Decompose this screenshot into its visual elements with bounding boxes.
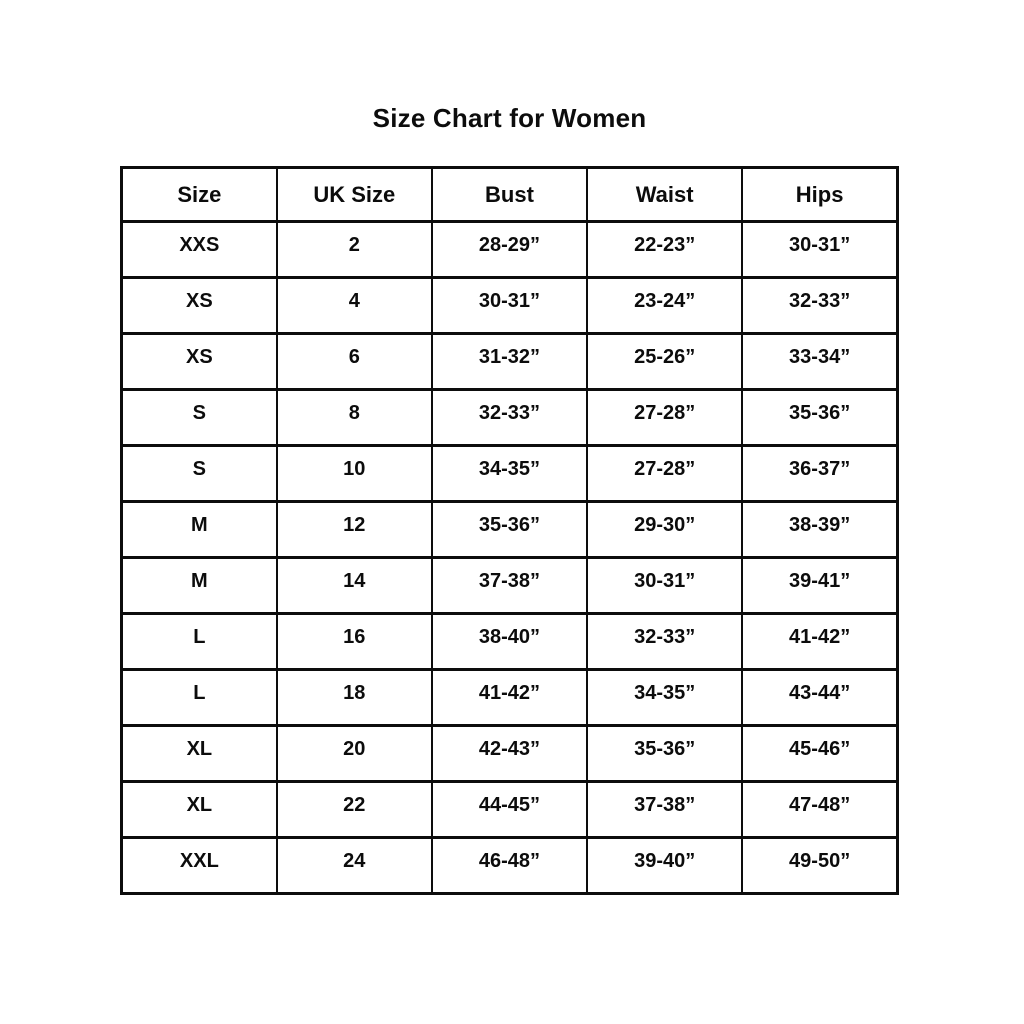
column-header: Hips (741, 166, 899, 223)
table-row: S 10 34-35” 27-28” 36-37” (120, 444, 899, 503)
table-row: XS 4 30-31” 23-24” 32-33” (120, 276, 899, 335)
column-header: Waist (586, 166, 744, 223)
table-cell: 44-45” (430, 780, 589, 839)
table-cell: 31-32” (430, 332, 589, 391)
table-cell: 32-33” (741, 276, 899, 335)
column-header: Bust (430, 166, 589, 223)
table-cell: 38-40” (430, 612, 589, 671)
table-cell: 22-23” (586, 220, 744, 279)
table-cell: 41-42” (430, 668, 589, 727)
header-row: Size UK Size Bust Waist Hips (120, 166, 899, 223)
table-row: XL 22 44-45” 37-38” 47-48” (120, 780, 899, 839)
table-cell: 29-30” (586, 500, 744, 559)
size-chart-table: Size UK Size Bust Waist Hips XXS 2 28-29” 22-23… (120, 166, 899, 895)
table-cell: 34-35” (430, 444, 589, 503)
table-cell: 23-24” (586, 276, 744, 335)
table-cell: L (120, 668, 278, 727)
table-cell: 8 (275, 388, 433, 447)
table-cell: 32-33” (430, 388, 589, 447)
column-header: UK Size (275, 166, 433, 223)
table-row: XL 20 42-43” 35-36” 45-46” (120, 724, 899, 783)
table-cell: L (120, 612, 278, 671)
table-cell: 30-31” (430, 276, 589, 335)
table-cell: 39-40” (586, 836, 744, 895)
table-cell: 16 (275, 612, 433, 671)
table-cell: 22 (275, 780, 433, 839)
table-cell: 30-31” (586, 556, 744, 615)
table-cell: XXL (120, 836, 278, 895)
table-cell: 12 (275, 500, 433, 559)
table-cell: 28-29” (430, 220, 589, 279)
table-cell: XL (120, 724, 278, 783)
table-cell: 10 (275, 444, 433, 503)
table-cell: XS (120, 332, 278, 391)
table-cell: 25-26” (586, 332, 744, 391)
table-row: XXL 24 46-48” 39-40” 49-50” (120, 836, 899, 895)
table-cell: 32-33” (586, 612, 744, 671)
table-cell: 35-36” (741, 388, 899, 447)
table-row: S 8 32-33” 27-28” 35-36” (120, 388, 899, 447)
table-cell: 49-50” (741, 836, 899, 895)
table-cell: 39-41” (741, 556, 899, 615)
table-cell: M (120, 556, 278, 615)
table-header: Size UK Size Bust Waist Hips (120, 166, 899, 223)
table-body: XXS 2 28-29” 22-23” 30-31” XS 4 30-31” 23-24” 32-… (120, 220, 899, 895)
table-cell: XL (120, 780, 278, 839)
table-cell: 6 (275, 332, 433, 391)
column-header: Size (120, 166, 278, 223)
table-cell: XS (120, 276, 278, 335)
table-cell: 2 (275, 220, 433, 279)
table-cell: 4 (275, 276, 433, 335)
table-cell: 47-48” (741, 780, 899, 839)
table-cell: 43-44” (741, 668, 899, 727)
table-cell: 33-34” (741, 332, 899, 391)
table-cell: 34-35” (586, 668, 744, 727)
table-cell: 36-37” (741, 444, 899, 503)
table-row: L 16 38-40” 32-33” 41-42” (120, 612, 899, 671)
table-cell: 27-28” (586, 388, 744, 447)
table-row: M 12 35-36” 29-30” 38-39” (120, 500, 899, 559)
table-cell: S (120, 388, 278, 447)
page-title: Size Chart for Women (372, 103, 647, 133)
table-cell: 37-38” (430, 556, 589, 615)
table-cell: 18 (275, 668, 433, 727)
table-row: XS 6 31-32” 25-26” 33-34” (120, 332, 899, 391)
table-row: XXS 2 28-29” 22-23” 30-31” (120, 220, 899, 279)
table-cell: XXS (120, 220, 278, 279)
table-cell: 35-36” (430, 500, 589, 559)
table-cell: 37-38” (586, 780, 744, 839)
table-cell: 35-36” (586, 724, 744, 783)
table-cell: 14 (275, 556, 433, 615)
table-cell: 38-39” (741, 500, 899, 559)
table-cell: S (120, 444, 278, 503)
table-cell: 20 (275, 724, 433, 783)
table-row: L 18 41-42” 34-35” 43-44” (120, 668, 899, 727)
table-cell: 46-48” (430, 836, 589, 895)
table-cell: 41-42” (741, 612, 899, 671)
table-cell: M (120, 500, 278, 559)
table-cell: 30-31” (741, 220, 899, 279)
table-cell: 45-46” (741, 724, 899, 783)
table-cell: 42-43” (430, 724, 589, 783)
table-row: M 14 37-38” 30-31” 39-41” (120, 556, 899, 615)
table-cell: 27-28” (586, 444, 744, 503)
table-cell: 24 (275, 836, 433, 895)
